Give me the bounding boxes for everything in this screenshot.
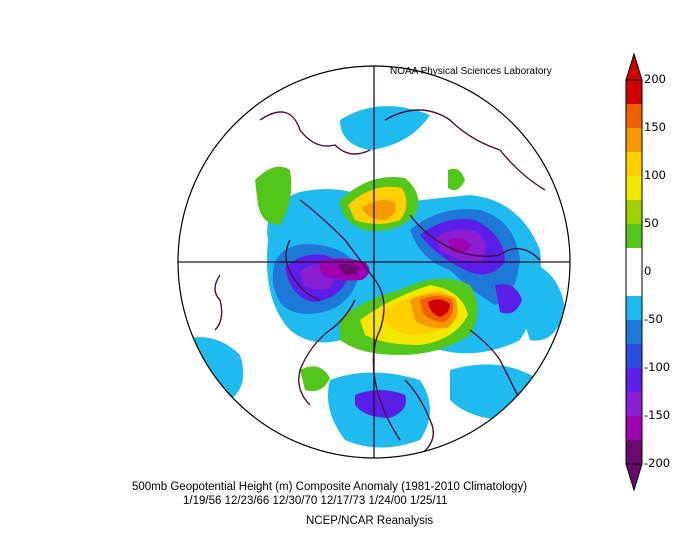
colorbar-segment	[626, 176, 642, 201]
colorbar-frame	[625, 79, 643, 465]
colorbar-segment	[626, 248, 642, 273]
colorbar-segment	[626, 104, 642, 129]
colorbar-segment	[626, 80, 642, 105]
colorbar-tick-label: -200	[644, 456, 671, 470]
colorbar-segment	[626, 272, 642, 297]
colorbar-tick-label: 150	[644, 120, 666, 134]
colorbar-tick-label: 100	[644, 168, 666, 182]
colorbar-tick-label: -100	[644, 360, 671, 374]
colorbar-segment	[626, 440, 642, 465]
colorbar-top-arrow	[625, 52, 643, 81]
colorbar-tick-label: 200	[644, 72, 666, 86]
colorbar-segment	[626, 296, 642, 321]
map-border	[177, 65, 571, 459]
colorbar-segment	[626, 320, 642, 345]
colorbar-segment	[626, 416, 642, 441]
colorbar-segment	[626, 392, 642, 417]
colorbar	[625, 52, 643, 492]
colorbar-segment	[626, 224, 642, 249]
colorbar-tick-label: 0	[644, 264, 652, 278]
colorbar-segment	[626, 368, 642, 393]
colorbar-tick-label: -150	[644, 408, 671, 422]
colorbar-bottom-arrow	[625, 463, 643, 492]
colorbar-tick-label: -50	[644, 312, 663, 326]
credit-label: NOAA Physical Sciences Laboratory	[390, 66, 552, 77]
colorbar-segment	[626, 128, 642, 153]
coastlines	[214, 109, 546, 456]
colorbar-segment	[626, 344, 642, 369]
colorbar-segment	[626, 200, 642, 225]
colorbar-segment	[626, 152, 642, 177]
caption-line-1: 500mb Geopotential Height (m) Composite …	[132, 481, 528, 493]
caption-line-2: 1/19/56 12/23/66 12/30/70 12/17/73 1/24/…	[183, 495, 448, 507]
colorbar-tick-label: 50	[644, 216, 659, 230]
caption-line-3: NCEP/NCAR Reanalysis	[306, 515, 434, 527]
